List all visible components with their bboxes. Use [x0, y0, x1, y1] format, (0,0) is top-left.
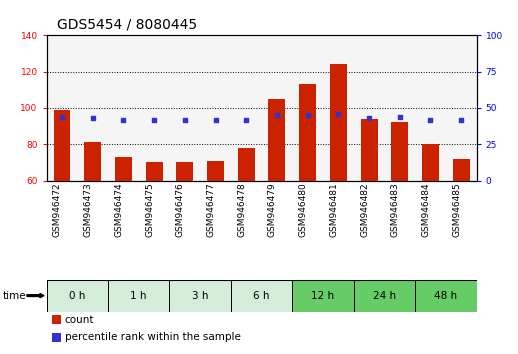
Bar: [207, 161, 224, 290]
Text: 1 h: 1 h: [131, 291, 147, 301]
Text: 3 h: 3 h: [192, 291, 208, 301]
Bar: [53, 110, 70, 290]
Text: GSM946474: GSM946474: [114, 182, 123, 237]
Point: [89, 115, 97, 121]
Bar: [354, 280, 415, 312]
Point: [211, 117, 220, 122]
Bar: [268, 99, 285, 290]
Text: GSM946472: GSM946472: [53, 182, 62, 237]
Text: 0 h: 0 h: [69, 291, 85, 301]
Point: [242, 117, 250, 122]
Text: time: time: [3, 291, 26, 301]
Text: 12 h: 12 h: [311, 291, 335, 301]
Bar: [115, 157, 132, 290]
Point: [304, 112, 312, 118]
Bar: [391, 122, 408, 290]
Point: [334, 111, 342, 116]
Bar: [299, 84, 316, 290]
Bar: [108, 280, 169, 312]
Text: GSM946473: GSM946473: [84, 182, 93, 237]
Text: GSM946481: GSM946481: [329, 182, 338, 237]
Point: [273, 112, 281, 118]
Bar: [146, 162, 163, 290]
Text: GSM946478: GSM946478: [237, 182, 246, 237]
Point: [365, 115, 373, 121]
Bar: [47, 280, 108, 312]
Text: 6 h: 6 h: [253, 291, 270, 301]
Bar: [415, 280, 477, 312]
Text: GSM946475: GSM946475: [145, 182, 154, 237]
Text: GSM946483: GSM946483: [391, 182, 400, 237]
Text: GSM946480: GSM946480: [299, 182, 308, 237]
Bar: [453, 159, 470, 290]
Bar: [231, 280, 292, 312]
Point: [150, 117, 158, 122]
Point: [396, 114, 404, 120]
Text: percentile rank within the sample: percentile rank within the sample: [65, 332, 241, 342]
Text: GSM946477: GSM946477: [207, 182, 215, 237]
Bar: [361, 119, 378, 290]
Bar: [422, 144, 439, 290]
Text: GDS5454 / 8080445: GDS5454 / 8080445: [57, 18, 197, 32]
Point: [58, 114, 66, 120]
Point: [181, 117, 189, 122]
Point: [119, 117, 127, 122]
Text: GSM946482: GSM946482: [360, 182, 369, 237]
Text: GSM946484: GSM946484: [422, 182, 430, 237]
Text: 48 h: 48 h: [434, 291, 457, 301]
Text: 24 h: 24 h: [373, 291, 396, 301]
Point: [457, 117, 465, 122]
Bar: [84, 142, 101, 290]
Text: GSM946479: GSM946479: [268, 182, 277, 237]
Text: count: count: [65, 315, 94, 325]
Text: GSM946476: GSM946476: [176, 182, 185, 237]
Bar: [292, 280, 354, 312]
Point: [426, 117, 435, 122]
Bar: [169, 280, 231, 312]
Text: GSM946485: GSM946485: [452, 182, 461, 237]
Bar: [176, 162, 193, 290]
Bar: [330, 64, 347, 290]
Bar: [238, 148, 255, 290]
